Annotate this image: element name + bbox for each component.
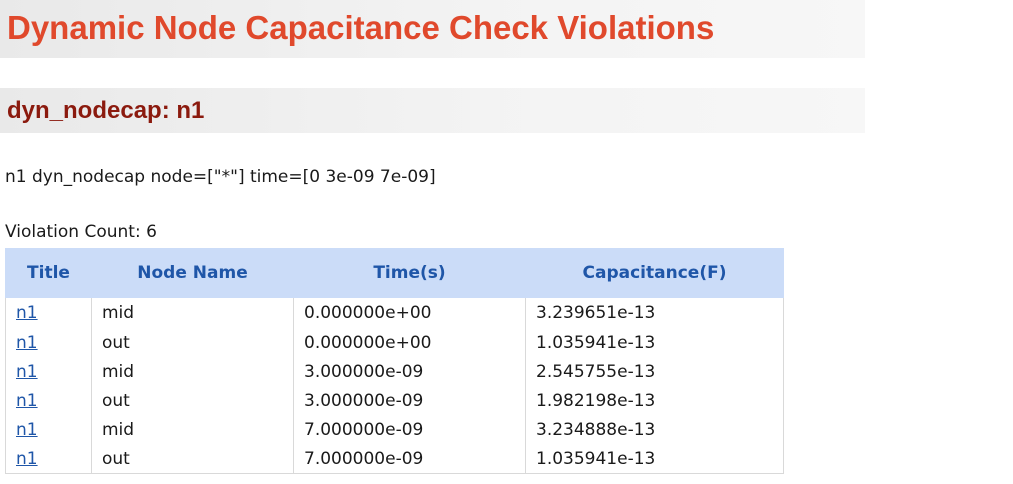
title-link[interactable]: n1 (16, 332, 38, 353)
capacitance-cell: 2.545755e-13 (525, 357, 784, 386)
node-name-cell: mid (91, 298, 294, 328)
column-header-node-name: Node Name (91, 248, 294, 298)
capacitance-cell: 1.982198e-13 (525, 386, 784, 415)
title-cell: n1 (5, 444, 92, 474)
table-row: n1 mid 0.000000e+00 3.239651e-13 (5, 298, 784, 328)
title-cell: n1 (5, 298, 92, 328)
capacitance-cell: 3.239651e-13 (525, 298, 784, 328)
title-link[interactable]: n1 (16, 419, 38, 440)
violations-table: Title Node Name Time(s) Capacitance(F) n… (5, 248, 784, 474)
time-cell: 7.000000e-09 (293, 444, 526, 474)
page-title-banner: Dynamic Node Capacitance Check Violation… (0, 0, 865, 58)
column-header-title: Title (5, 248, 92, 298)
capacitance-cell: 3.234888e-13 (525, 415, 784, 444)
column-header-capacitance: Capacitance(F) (525, 248, 784, 298)
title-link[interactable]: n1 (16, 361, 38, 382)
table-row: n1 out 3.000000e-09 1.982198e-13 (5, 386, 784, 415)
table-row: n1 mid 7.000000e-09 3.234888e-13 (5, 415, 784, 444)
time-cell: 7.000000e-09 (293, 415, 526, 444)
capacitance-cell: 1.035941e-13 (525, 444, 784, 474)
title-cell: n1 (5, 386, 92, 415)
node-name-cell: mid (91, 357, 294, 386)
time-cell: 0.000000e+00 (293, 298, 526, 328)
violation-count: Violation Count: 6 (5, 222, 157, 242)
table-header-row: Title Node Name Time(s) Capacitance(F) (5, 248, 784, 298)
check-command-text: n1 dyn_nodecap node=["*"] time=[0 3e-09 … (5, 167, 436, 187)
title-cell: n1 (5, 328, 92, 357)
page-title: Dynamic Node Capacitance Check Violation… (7, 9, 715, 46)
table-row: n1 out 7.000000e-09 1.035941e-13 (5, 444, 784, 474)
node-name-cell: out (91, 328, 294, 357)
title-cell: n1 (5, 415, 92, 444)
capacitance-cell: 1.035941e-13 (525, 328, 784, 357)
section-title: dyn_nodecap: n1 (7, 97, 205, 124)
title-link[interactable]: n1 (16, 303, 38, 323)
time-cell: 3.000000e-09 (293, 357, 526, 386)
table-row: n1 mid 3.000000e-09 2.545755e-13 (5, 357, 784, 386)
column-header-time: Time(s) (293, 248, 526, 298)
time-cell: 0.000000e+00 (293, 328, 526, 357)
section-title-banner: dyn_nodecap: n1 (0, 88, 865, 133)
node-name-cell: mid (91, 415, 294, 444)
title-cell: n1 (5, 357, 92, 386)
node-name-cell: out (91, 386, 294, 415)
table-row: n1 out 0.000000e+00 1.035941e-13 (5, 328, 784, 357)
node-name-cell: out (91, 444, 294, 474)
title-link[interactable]: n1 (16, 448, 38, 469)
title-link[interactable]: n1 (16, 390, 38, 411)
time-cell: 3.000000e-09 (293, 386, 526, 415)
